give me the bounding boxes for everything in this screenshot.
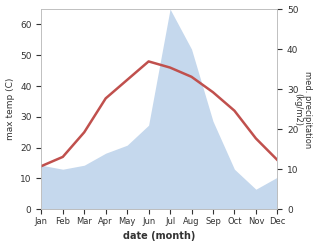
- Y-axis label: max temp (C): max temp (C): [5, 78, 15, 140]
- Y-axis label: med. precipitation
(kg/m2): med. precipitation (kg/m2): [293, 71, 313, 148]
- X-axis label: date (month): date (month): [123, 231, 196, 242]
